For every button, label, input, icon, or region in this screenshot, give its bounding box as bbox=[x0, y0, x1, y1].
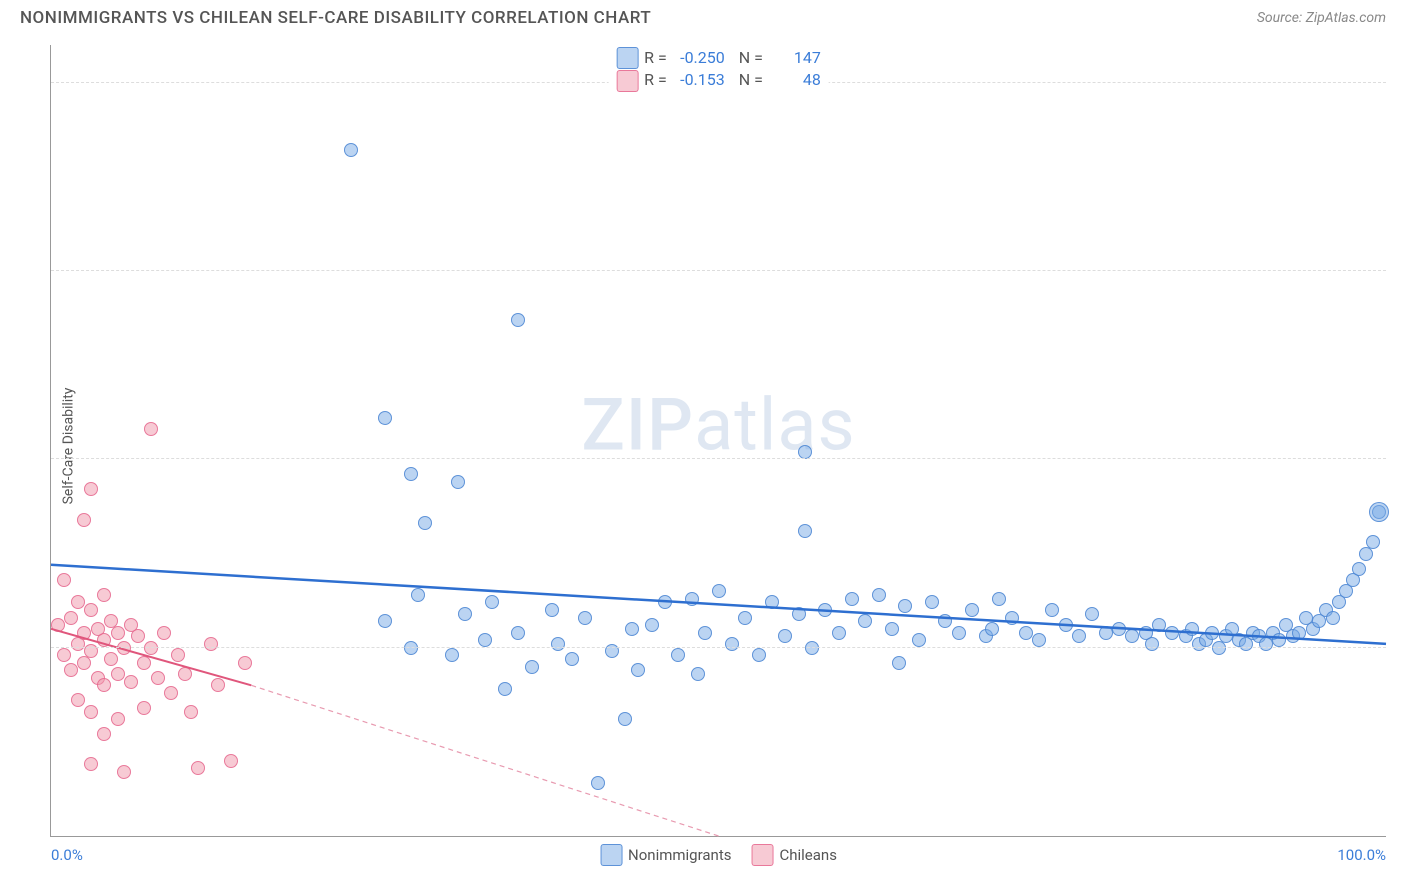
r-value-blue: -0.250 bbox=[673, 47, 725, 69]
n-value-blue: 147 bbox=[769, 47, 821, 69]
r-label: R = bbox=[644, 69, 667, 91]
y-tick-label: 2.5% bbox=[1391, 621, 1406, 639]
y-tick-label: 5.0% bbox=[1391, 432, 1406, 450]
n-value-pink: 48 bbox=[769, 69, 821, 91]
y-tick-label: 7.5% bbox=[1391, 244, 1406, 262]
correlation-legend: R = -0.250 N = 147 R = -0.153 N = 48 bbox=[608, 45, 829, 94]
gridline bbox=[51, 270, 1386, 271]
r-label: R = bbox=[644, 47, 667, 69]
legend-label: Nonimmigrants bbox=[628, 846, 731, 864]
legend-row-nonimmigrants: R = -0.250 N = 147 bbox=[616, 47, 821, 69]
swatch-blue-icon bbox=[616, 47, 638, 69]
chart-plot-area: ZIPatlas R = -0.250 N = 147 R = -0.153 N… bbox=[50, 45, 1386, 837]
gridline bbox=[51, 458, 1386, 459]
trend-line bbox=[251, 685, 718, 836]
trend-line bbox=[51, 629, 251, 686]
trend-line bbox=[51, 565, 1386, 644]
swatch-pink-icon bbox=[616, 70, 638, 92]
x-tick-label: 100.0% bbox=[1337, 846, 1386, 864]
swatch-pink-icon bbox=[751, 844, 773, 866]
legend-item-nonimmigrants: Nonimmigrants bbox=[600, 844, 731, 866]
n-label: N = bbox=[731, 69, 763, 91]
source-attribution: Source: ZipAtlas.com bbox=[1257, 10, 1386, 26]
swatch-blue-icon bbox=[600, 844, 622, 866]
legend-item-chileans: Chileans bbox=[751, 844, 836, 866]
x-tick-label: 0.0% bbox=[51, 846, 83, 864]
chart-title: NONIMMIGRANTS VS CHILEAN SELF-CARE DISAB… bbox=[20, 8, 651, 28]
trend-lines-layer bbox=[51, 45, 1386, 836]
n-label: N = bbox=[731, 47, 763, 69]
legend-row-chileans: R = -0.153 N = 48 bbox=[616, 69, 821, 91]
series-legend: Nonimmigrants Chileans bbox=[600, 844, 837, 866]
gridline bbox=[51, 647, 1386, 648]
legend-label: Chileans bbox=[779, 846, 836, 864]
y-tick-label: 10.0% bbox=[1391, 56, 1406, 74]
r-value-pink: -0.153 bbox=[673, 69, 725, 91]
